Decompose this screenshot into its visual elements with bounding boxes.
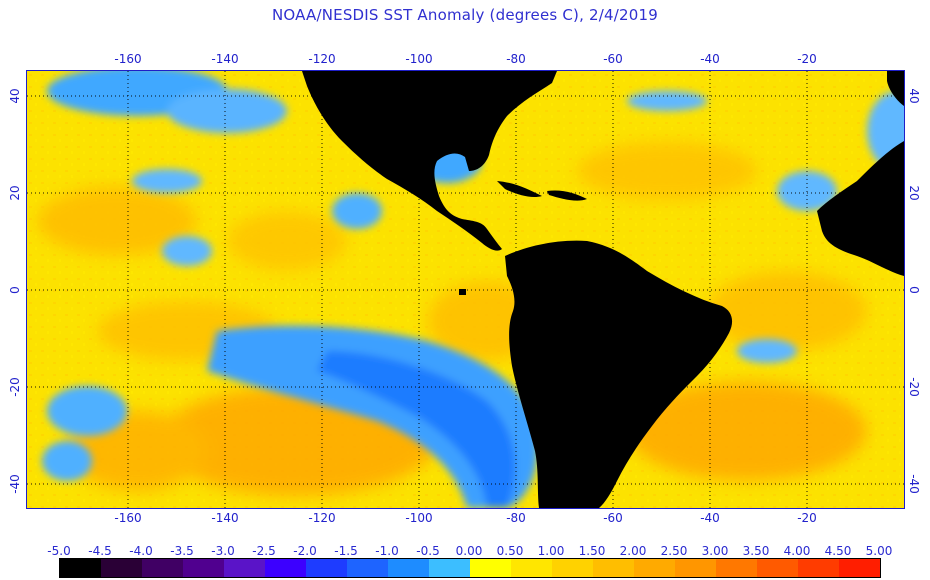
- scale-label: -4.5: [88, 544, 112, 558]
- color-swatch: [224, 559, 265, 577]
- scale-label: 1.50: [578, 544, 606, 558]
- color-swatch: [511, 559, 552, 577]
- sst-anomaly-map: [26, 70, 905, 509]
- color-swatch: [347, 559, 388, 577]
- map-canvas: [27, 71, 904, 508]
- color-swatch: [757, 559, 798, 577]
- galapagos: [459, 289, 466, 295]
- cuba: [547, 190, 587, 201]
- scale-label: -0.5: [416, 544, 440, 558]
- lon-tick-bottom: -60: [603, 511, 623, 525]
- color-swatch: [552, 559, 593, 577]
- color-swatch: [60, 559, 101, 577]
- scale-label: -2.5: [252, 544, 276, 558]
- scale-label: -4.0: [129, 544, 153, 558]
- lat-tick-right: 0: [907, 286, 921, 294]
- color-swatch: [839, 559, 880, 577]
- scale-label: -5.0: [47, 544, 71, 558]
- lat-tick-left: 20: [8, 185, 22, 201]
- scale-label: -3.5: [170, 544, 194, 558]
- lat-tick-left: -20: [8, 377, 22, 397]
- lat-tick-left: 40: [8, 88, 22, 104]
- africa-north: [887, 71, 904, 106]
- scale-label: -3.0: [211, 544, 235, 558]
- lon-tick-bottom: -140: [211, 511, 239, 525]
- color-swatch: [142, 559, 183, 577]
- africa-europe: [817, 141, 904, 276]
- color-swatch: [593, 559, 634, 577]
- scale-label: 4.50: [824, 544, 852, 558]
- lon-tick-top: -20: [797, 52, 817, 66]
- north-america: [302, 71, 557, 251]
- lat-tick-right: 40: [907, 88, 921, 104]
- lon-tick-bottom: -80: [506, 511, 526, 525]
- color-swatch: [470, 559, 511, 577]
- lon-tick-bottom: -120: [308, 511, 336, 525]
- lon-tick-top: -140: [211, 52, 239, 66]
- scale-label: 2.50: [660, 544, 688, 558]
- scale-label: 3.00: [701, 544, 729, 558]
- graticule: [27, 71, 904, 508]
- scale-label: 4.00: [783, 544, 811, 558]
- map-title: NOAA/NESDIS SST Anomaly (degrees C), 2/4…: [271, 6, 658, 24]
- scale-label: 0.50: [496, 544, 524, 558]
- lat-tick-right: -40: [907, 474, 921, 494]
- scale-label: 2.00: [619, 544, 647, 558]
- lon-tick-top: -120: [308, 52, 336, 66]
- lon-tick-bottom: -40: [700, 511, 720, 525]
- color-swatch: [798, 559, 839, 577]
- lat-tick-right: -20: [907, 377, 921, 397]
- land-masses: [302, 71, 904, 508]
- caribbean-islands: [497, 181, 542, 198]
- lon-tick-bottom: -160: [114, 511, 142, 525]
- color-swatch: [101, 559, 142, 577]
- lat-tick-right: 20: [907, 185, 921, 201]
- scale-label: -1.5: [334, 544, 358, 558]
- color-swatch: [675, 559, 716, 577]
- lat-tick-left: 0: [8, 286, 22, 294]
- color-swatch: [429, 559, 470, 577]
- color-swatch: [716, 559, 757, 577]
- lon-tick-bottom: -100: [405, 511, 433, 525]
- scale-label: 5.00: [865, 544, 893, 558]
- lon-tick-top: -100: [405, 52, 433, 66]
- color-swatch: [306, 559, 347, 577]
- scale-label: -1.0: [375, 544, 399, 558]
- lon-tick-top: -80: [506, 52, 526, 66]
- scale-label: -2.0: [293, 544, 317, 558]
- scale-label: 0.00: [455, 544, 483, 558]
- color-swatch: [183, 559, 224, 577]
- color-swatch: [388, 559, 429, 577]
- lat-tick-left: -40: [8, 474, 22, 494]
- lon-tick-top: -40: [700, 52, 720, 66]
- scale-label: 1.00: [537, 544, 565, 558]
- lon-tick-bottom: -20: [797, 511, 817, 525]
- south-america: [505, 240, 733, 508]
- color-swatch: [265, 559, 306, 577]
- color-scale-bar: [59, 558, 881, 578]
- lon-tick-top: -60: [603, 52, 623, 66]
- color-swatch: [634, 559, 675, 577]
- lon-tick-top: -160: [114, 52, 142, 66]
- scale-label: 3.50: [742, 544, 770, 558]
- cool-anomaly-regions: [42, 71, 904, 508]
